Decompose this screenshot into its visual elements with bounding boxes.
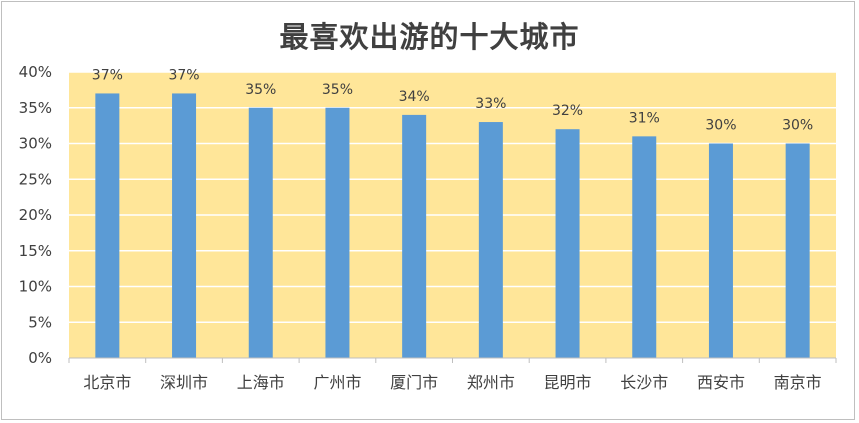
data-labels: 37% 37% 35% 35% 34% 33% 32% 31% 30% 30% xyxy=(92,67,813,133)
x-tick-label: 厦门市 xyxy=(390,373,438,392)
y-tick-label: 40% xyxy=(19,63,52,81)
bar xyxy=(708,143,733,358)
data-label: 31% xyxy=(629,110,660,126)
x-axis: 北京市 深圳市 上海市 广州市 厦门市 郑州市 昆明市 长沙市 西安市 南京市 xyxy=(68,357,837,392)
data-label: 32% xyxy=(552,103,583,119)
bars xyxy=(95,93,810,359)
y-tick-label: 30% xyxy=(19,135,52,153)
y-axis: 0% 5% 10% 15% 20% 25% 30% 35% 40% xyxy=(19,63,52,367)
data-label: 37% xyxy=(168,67,199,83)
data-label: 30% xyxy=(705,118,736,134)
y-tick-label: 15% xyxy=(19,242,52,260)
bar xyxy=(785,143,810,358)
data-label: 30% xyxy=(782,118,813,134)
x-tick-label: 上海市 xyxy=(237,373,285,392)
y-tick-label: 20% xyxy=(19,206,52,224)
data-label: 33% xyxy=(475,96,506,112)
data-label: 34% xyxy=(399,89,430,105)
x-tick-label: 北京市 xyxy=(83,373,131,392)
data-label: 37% xyxy=(92,67,123,83)
x-tick-label: 广州市 xyxy=(313,373,361,392)
y-tick-label: 5% xyxy=(28,313,52,331)
bar xyxy=(172,93,197,358)
x-tick-label: 郑州市 xyxy=(467,373,515,392)
y-tick-label: 25% xyxy=(19,170,52,188)
bar xyxy=(95,93,120,358)
x-tick-label: 西安市 xyxy=(697,373,745,392)
x-tick-label: 长沙市 xyxy=(620,373,668,392)
bar xyxy=(478,122,503,358)
y-tick-label: 35% xyxy=(19,99,52,117)
x-tick-label: 昆明市 xyxy=(544,373,592,392)
bar xyxy=(632,136,657,358)
y-tick-label: 10% xyxy=(19,278,52,296)
data-label: 35% xyxy=(322,82,353,98)
bar xyxy=(248,107,273,358)
chart-title: 最喜欢出游的十大城市 xyxy=(279,20,580,54)
x-tick-label: 南京市 xyxy=(774,373,822,392)
y-tick-label: 0% xyxy=(28,349,52,367)
bar xyxy=(402,114,427,359)
bar xyxy=(555,129,580,358)
data-label: 35% xyxy=(245,82,276,98)
x-tick-label: 深圳市 xyxy=(160,373,208,392)
bar xyxy=(325,107,350,358)
gridlines xyxy=(69,71,836,323)
